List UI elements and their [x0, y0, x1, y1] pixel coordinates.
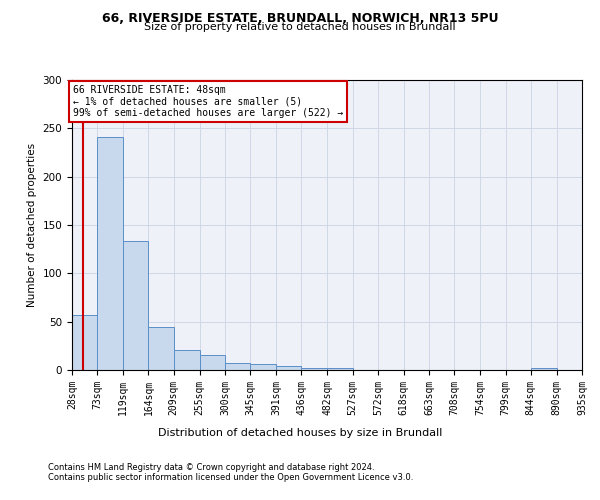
Bar: [148, 328, 174, 370]
Y-axis label: Number of detached properties: Number of detached properties: [27, 143, 37, 307]
Bar: [301, 368, 327, 370]
Bar: [531, 368, 557, 370]
Bar: [123, 242, 148, 370]
Text: Distribution of detached houses by size in Brundall: Distribution of detached houses by size …: [158, 428, 442, 438]
Text: 66, RIVERSIDE ESTATE, BRUNDALL, NORWICH, NR13 5PU: 66, RIVERSIDE ESTATE, BRUNDALL, NORWICH,…: [102, 12, 498, 26]
Text: 66 RIVERSIDE ESTATE: 48sqm
← 1% of detached houses are smaller (5)
99% of semi-d: 66 RIVERSIDE ESTATE: 48sqm ← 1% of detac…: [73, 85, 343, 118]
Bar: [327, 368, 353, 370]
Text: Contains HM Land Registry data © Crown copyright and database right 2024.: Contains HM Land Registry data © Crown c…: [48, 464, 374, 472]
Text: Size of property relative to detached houses in Brundall: Size of property relative to detached ho…: [144, 22, 456, 32]
Text: Contains public sector information licensed under the Open Government Licence v3: Contains public sector information licen…: [48, 474, 413, 482]
Bar: [250, 364, 276, 370]
Bar: [72, 315, 97, 370]
Bar: [97, 137, 123, 370]
Bar: [225, 363, 250, 370]
Bar: [200, 354, 225, 370]
Bar: [276, 366, 301, 370]
Bar: [174, 350, 200, 370]
